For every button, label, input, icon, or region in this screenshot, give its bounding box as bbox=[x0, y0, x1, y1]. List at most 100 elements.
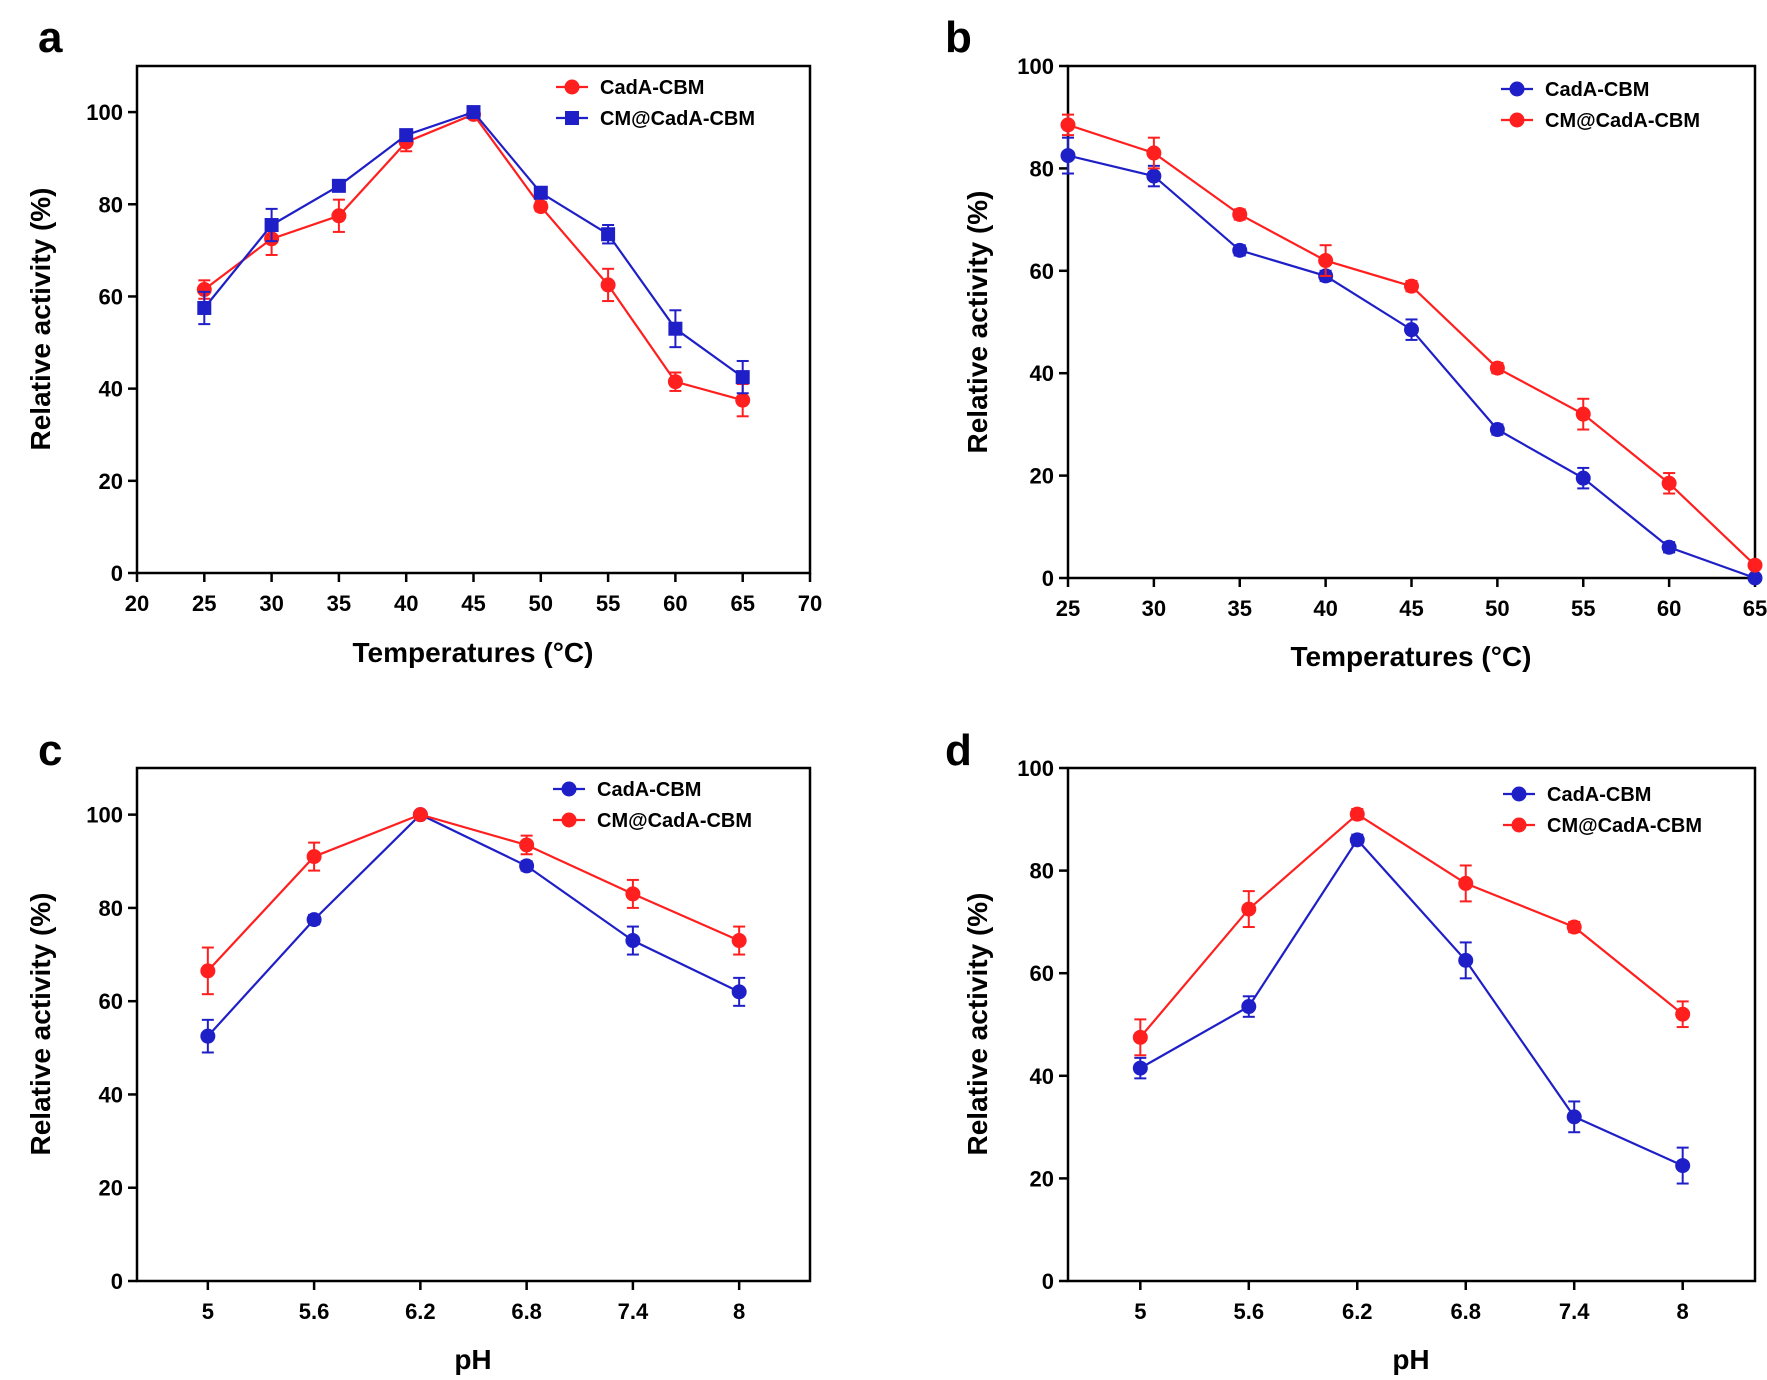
x-tick-label: 5.6 bbox=[299, 1299, 330, 1324]
x-tick-label: 30 bbox=[1142, 596, 1166, 621]
data-point bbox=[1132, 1029, 1148, 1045]
legend-label: CM@CadA-CBM bbox=[600, 108, 755, 130]
y-tick-label: 60 bbox=[99, 284, 123, 309]
legend-marker bbox=[561, 781, 577, 797]
y-tick-label: 100 bbox=[1017, 54, 1054, 79]
y-tick-label: 20 bbox=[1030, 464, 1054, 489]
data-point bbox=[1747, 570, 1763, 586]
data-point bbox=[200, 963, 216, 979]
data-point bbox=[1675, 1158, 1691, 1174]
x-tick-label: 40 bbox=[394, 591, 418, 616]
y-axis-title: Relative activity (%) bbox=[962, 893, 993, 1156]
series-line bbox=[1139, 837, 1684, 1167]
data-point bbox=[399, 128, 414, 143]
x-axis-title: Temperatures (°C) bbox=[353, 637, 594, 668]
series-cada-cbm bbox=[200, 807, 747, 1054]
y-tick-label: 40 bbox=[1030, 1064, 1054, 1089]
data-point bbox=[735, 370, 750, 385]
panel-label: d bbox=[945, 726, 972, 775]
data-point bbox=[1661, 475, 1677, 491]
legend-marker bbox=[1511, 786, 1527, 802]
data-point bbox=[1132, 1060, 1148, 1076]
data-point bbox=[306, 849, 322, 865]
data-point bbox=[1318, 253, 1334, 269]
data-point bbox=[1489, 422, 1505, 438]
series-line bbox=[206, 813, 740, 972]
chart-panel-b: b 0 20 40 60 80 100 25 30 35 40 45 50 55 60 65 Temperatu… bbox=[945, 13, 1767, 672]
plot-frame bbox=[1066, 766, 1757, 1283]
data-point bbox=[1675, 1006, 1691, 1022]
y-tick-label: 40 bbox=[99, 1082, 123, 1107]
legend-label: CadA-CBM bbox=[600, 77, 704, 99]
y-tick-label: 100 bbox=[1017, 756, 1054, 781]
plot-frame bbox=[135, 64, 812, 575]
data-point bbox=[601, 227, 616, 242]
data-point bbox=[519, 837, 535, 853]
x-tick-label: 25 bbox=[1056, 596, 1080, 621]
y-tick-label: 80 bbox=[1030, 156, 1054, 181]
panel-label: c bbox=[38, 726, 62, 775]
y-tick-label: 40 bbox=[99, 377, 123, 402]
data-point bbox=[331, 208, 347, 224]
x-tick-label: 6.8 bbox=[1450, 1299, 1481, 1324]
data-point bbox=[519, 858, 535, 874]
x-tick-label: 5.6 bbox=[1233, 1299, 1264, 1324]
legend-label: CadA-CBM bbox=[1547, 784, 1651, 806]
data-point bbox=[668, 321, 683, 336]
data-point bbox=[197, 300, 212, 315]
data-point bbox=[1232, 242, 1248, 258]
y-tick-label: 20 bbox=[1030, 1166, 1054, 1191]
data-point bbox=[306, 912, 322, 928]
plot-frame bbox=[135, 766, 812, 1283]
data-point bbox=[196, 282, 212, 298]
legend-marker bbox=[1509, 112, 1525, 128]
x-tick-label: 7.4 bbox=[1559, 1299, 1590, 1324]
data-point bbox=[1404, 278, 1419, 294]
legend-label: CadA-CBM bbox=[1545, 79, 1649, 101]
legend-marker bbox=[564, 79, 580, 95]
x-tick-label: 5 bbox=[202, 1299, 214, 1324]
chart-panel-d: d 0 20 40 60 80 100 5 5.6 6.2 6.8 7.4 8 pH Relative ac… bbox=[945, 726, 1757, 1375]
x-axis-title: pH bbox=[1392, 1344, 1429, 1375]
series-line bbox=[1067, 154, 1756, 580]
x-tick-label: 6.2 bbox=[405, 1299, 436, 1324]
y-tick-label: 0 bbox=[1042, 566, 1054, 591]
y-tick-label: 0 bbox=[111, 1269, 123, 1294]
x-tick-label: 70 bbox=[798, 591, 822, 616]
data-point bbox=[1060, 148, 1076, 164]
series-line bbox=[1139, 812, 1684, 1039]
series-cada-cbm bbox=[1132, 832, 1691, 1185]
x-tick-label: 40 bbox=[1313, 596, 1337, 621]
panel-label: a bbox=[38, 13, 63, 62]
legend-marker bbox=[1511, 817, 1527, 833]
data-point bbox=[412, 807, 428, 823]
legend-marker bbox=[565, 111, 579, 125]
x-tick-label: 35 bbox=[1228, 596, 1252, 621]
data-point bbox=[1241, 999, 1257, 1015]
data-point bbox=[1232, 206, 1248, 222]
series-cm-cada-cbm bbox=[1060, 113, 1763, 573]
x-tick-label: 20 bbox=[125, 591, 149, 616]
x-tick-label: 8 bbox=[1677, 1299, 1689, 1324]
series-cada-cbm bbox=[196, 106, 751, 418]
y-tick-label: 0 bbox=[111, 561, 123, 586]
x-tick-label: 65 bbox=[1743, 596, 1767, 621]
y-tick-label: 60 bbox=[99, 989, 123, 1014]
x-tick-label: 5 bbox=[1134, 1299, 1146, 1324]
data-point bbox=[533, 185, 548, 200]
x-tick-label: 6.2 bbox=[1342, 1299, 1373, 1324]
data-point bbox=[1566, 1109, 1582, 1125]
y-tick-label: 80 bbox=[99, 896, 123, 921]
y-tick-label: 60 bbox=[1030, 961, 1054, 986]
data-point bbox=[331, 178, 346, 193]
series-cm-cada-cbm bbox=[200, 807, 747, 996]
data-point bbox=[1747, 557, 1763, 573]
x-tick-label: 50 bbox=[529, 591, 553, 616]
x-tick-label: 50 bbox=[1485, 596, 1509, 621]
data-point bbox=[600, 277, 616, 293]
y-tick-label: 20 bbox=[99, 469, 123, 494]
data-point bbox=[1146, 168, 1162, 184]
data-point bbox=[1241, 901, 1257, 917]
series-line bbox=[206, 813, 740, 1037]
legend-marker bbox=[1509, 81, 1525, 97]
